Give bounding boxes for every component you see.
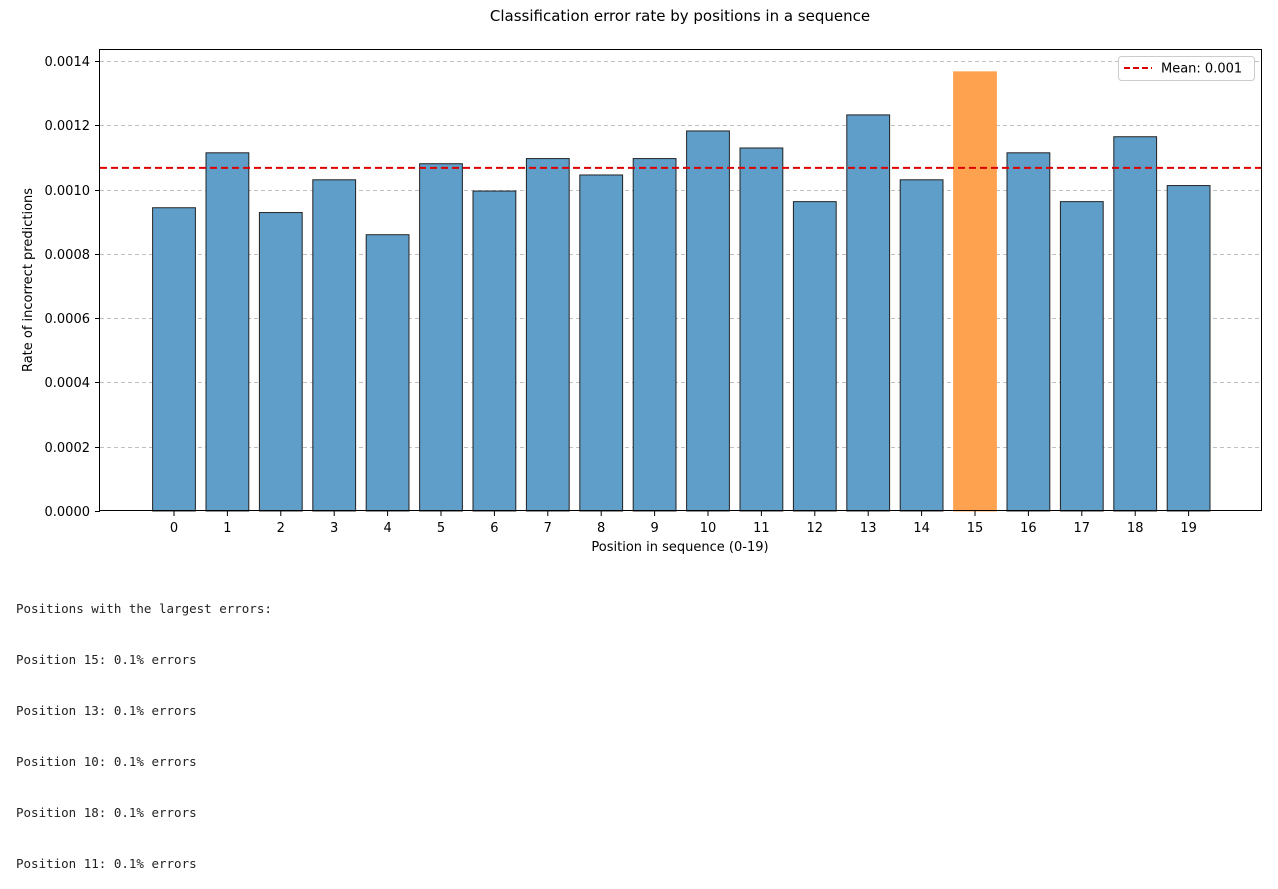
x-axis-label: Position in sequence (0-19): [591, 540, 768, 555]
x-tick-label: 3: [330, 521, 338, 536]
legend: Mean: 0.001: [1118, 56, 1255, 81]
y-tick-label: 0.0000: [45, 505, 91, 520]
y-tick-label: 0.0008: [45, 248, 91, 263]
x-tick-label: 1: [223, 521, 231, 536]
bar: [1166, 185, 1211, 512]
summary-line: Position 10: 0.1% errors: [16, 754, 197, 769]
bar: [1059, 201, 1104, 512]
summary-line: Position 18: 0.1% errors: [16, 805, 197, 820]
x-axis: 0 1 2 3 4 5 6 7 8 9 10 11 12 13 14 15 16 17 18 19: [170, 511, 1197, 536]
x-tick-label: 9: [650, 521, 658, 536]
x-tick-label: 19: [1180, 521, 1197, 536]
x-tick-label: 10: [700, 521, 717, 536]
bar: [579, 174, 624, 512]
bar: [1113, 136, 1158, 512]
bars: [152, 71, 1211, 512]
bar: [419, 163, 463, 512]
x-tick-label: 5: [437, 521, 445, 536]
bar: [632, 158, 677, 512]
y-axis: 0.0000 0.0002 0.0004 0.0006 0.0008 0.0010 0.00…: [45, 55, 100, 520]
y-axis-label: Rate of incorrect predictions: [21, 188, 36, 372]
x-tick-label: 12: [807, 521, 824, 536]
y-tick-label: 0.0006: [45, 312, 91, 327]
bar: [1006, 152, 1051, 512]
bar: [686, 130, 730, 512]
y-tick-label: 0.0002: [45, 441, 91, 456]
x-tick-label: 11: [753, 521, 770, 536]
summary-line: Position 11: 0.1% errors: [16, 856, 197, 871]
x-tick-label: 14: [913, 521, 930, 536]
bar: [472, 190, 517, 512]
summary-line: Position 15: 0.1% errors: [16, 652, 197, 667]
chart-title: Classification error rate by positions i…: [490, 7, 870, 25]
bar: [258, 212, 303, 512]
bar: [899, 179, 944, 512]
x-tick-label: 8: [597, 521, 605, 536]
bar: [365, 234, 410, 512]
x-tick-label: 17: [1074, 521, 1091, 536]
x-tick-label: 16: [1020, 521, 1037, 536]
bar: [205, 152, 250, 512]
bar: [525, 158, 570, 512]
bar: [312, 179, 357, 512]
bar: [792, 201, 837, 512]
y-tick-label: 0.0004: [45, 376, 91, 391]
top-errors-summary: Positions with the largest errors: Posit…: [16, 566, 272, 889]
x-tick-label: 18: [1127, 521, 1144, 536]
x-tick-label: 15: [967, 521, 984, 536]
x-tick-label: 0: [170, 521, 178, 536]
summary-line: Position 13: 0.1% errors: [16, 703, 197, 718]
legend-box: [1118, 56, 1255, 81]
y-tick-label: 0.0012: [45, 119, 91, 134]
x-tick-label: 2: [277, 521, 285, 536]
bar: [739, 147, 784, 512]
plot-frame: [99, 49, 1262, 511]
bar-chart: Classification error rate by positions i…: [21, 7, 1262, 555]
y-tick-label: 0.0010: [45, 184, 91, 199]
summary-heading: Positions with the largest errors:: [16, 601, 272, 616]
x-tick-label: 7: [544, 521, 552, 536]
x-tick-label: 13: [860, 521, 877, 536]
x-tick-label: 4: [383, 521, 391, 536]
legend-mean-label: Mean: 0.001: [1161, 62, 1242, 77]
y-tick-label: 0.0014: [45, 55, 91, 70]
bar: [846, 114, 891, 512]
bar: [152, 207, 196, 512]
x-tick-label: 6: [490, 521, 498, 536]
bar-highlighted: [953, 71, 997, 512]
